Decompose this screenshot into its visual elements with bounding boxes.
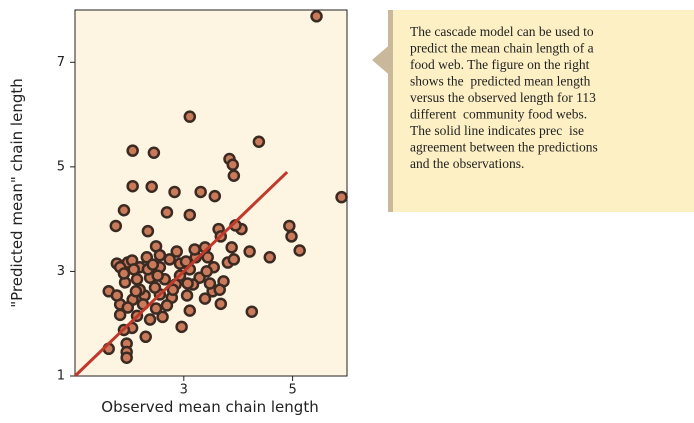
data-point — [214, 297, 228, 311]
x-tick-label: 3 — [180, 383, 188, 398]
data-point — [179, 255, 193, 268]
data-point — [110, 289, 124, 302]
data-point — [198, 292, 212, 305]
data-point — [310, 10, 323, 23]
data-point — [153, 248, 167, 262]
y-tick-label: 5 — [57, 159, 65, 174]
data-point — [148, 281, 162, 294]
data-point — [127, 263, 141, 276]
annotation-line: versus the observed length for 113 — [410, 90, 596, 105]
data-point — [243, 245, 256, 258]
data-point — [109, 219, 123, 233]
data-point — [175, 320, 188, 334]
data-point — [151, 269, 164, 282]
data-point — [227, 253, 241, 266]
annotation-line: The solid line indicates prec ise — [410, 123, 584, 138]
annotation-line: different community food webs. — [410, 107, 587, 122]
data-point — [183, 304, 197, 317]
annotation-line: The cascade model can be used to — [410, 24, 594, 39]
annotation-line: shows the predicted mean length — [410, 74, 591, 89]
data-point — [166, 283, 180, 296]
data-point — [208, 189, 222, 203]
data-point — [130, 273, 144, 286]
data-point — [139, 330, 152, 344]
data-point — [163, 253, 176, 266]
data-point — [121, 301, 135, 314]
data-point — [225, 241, 238, 254]
fit-line — [73, 171, 289, 378]
annotation-line: and the observations. — [410, 156, 524, 171]
data-point — [285, 230, 298, 243]
data-point — [117, 267, 131, 280]
annotation-line: predict the mean chain length of a — [410, 41, 594, 56]
data-point — [126, 144, 139, 157]
data-point — [183, 208, 197, 222]
data-point — [263, 251, 277, 264]
annotation-line: agreement between the predictions — [410, 140, 598, 155]
data-point — [227, 169, 241, 182]
data-point — [181, 277, 194, 290]
data-point — [213, 283, 226, 296]
x-axis-label: Observed mean chain length — [101, 398, 318, 416]
data-point — [129, 285, 143, 298]
callout-arrow — [372, 42, 393, 78]
x-tick-label: 5 — [288, 383, 296, 398]
data-point — [245, 305, 259, 318]
data-point — [183, 110, 197, 123]
data-point — [147, 146, 161, 159]
annotation-box — [388, 10, 694, 212]
data-point — [200, 265, 213, 278]
data-point — [141, 224, 155, 238]
data-point — [194, 185, 207, 199]
y-tick-label: 3 — [57, 264, 65, 279]
y-tick-label: 1 — [57, 369, 65, 384]
data-point — [149, 302, 163, 315]
data-point — [160, 299, 174, 312]
data-point — [188, 243, 201, 256]
data-point — [160, 206, 174, 219]
data-point — [335, 190, 348, 204]
data-point — [170, 245, 183, 258]
data-point — [168, 185, 181, 199]
data-point — [126, 179, 139, 193]
annotation-line: food web. The figure on the right — [410, 57, 590, 72]
data-point — [145, 180, 158, 193]
y-tick-label: 7 — [57, 55, 65, 70]
data-point — [293, 244, 306, 257]
data-point — [180, 289, 194, 302]
data-point — [146, 258, 160, 271]
data-point — [120, 351, 133, 364]
data-point — [117, 204, 131, 217]
data-point — [143, 313, 157, 326]
data-point — [283, 219, 296, 233]
data-point — [252, 135, 266, 149]
data-point — [156, 310, 169, 324]
y-axis-label: "Predicted mean" chain length — [8, 78, 26, 308]
annotation-border — [388, 10, 393, 212]
data-point — [226, 158, 240, 172]
data-point — [203, 277, 217, 290]
